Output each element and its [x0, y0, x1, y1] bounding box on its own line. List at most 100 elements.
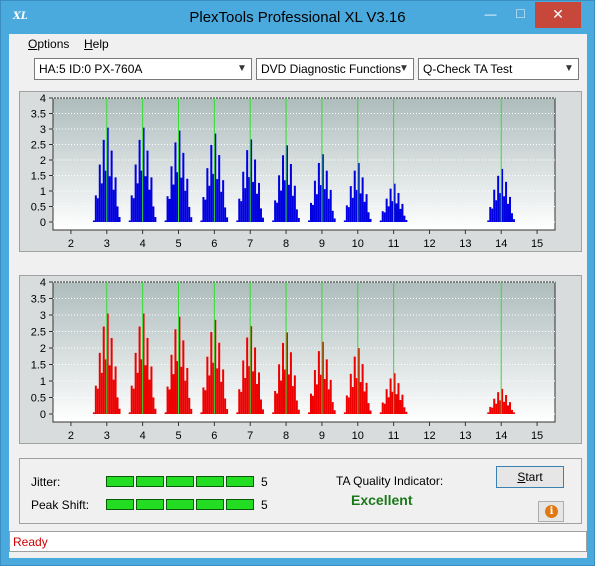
data-bar: [401, 394, 404, 414]
function-select[interactable]: DVD Diagnostic Functions ▼: [256, 58, 414, 80]
data-bar: [512, 412, 515, 414]
test-select[interactable]: Q-Check TA Test ▼: [418, 58, 579, 80]
data-bar: [272, 412, 275, 414]
data-bar: [289, 352, 292, 414]
data-bar: [285, 145, 288, 222]
y-tick-label: 2: [40, 343, 46, 355]
data-bar: [248, 177, 251, 222]
data-bar: [224, 207, 227, 222]
data-bar: [214, 319, 217, 414]
data-bar: [487, 412, 490, 414]
data-bar: [118, 408, 121, 414]
data-bar: [170, 354, 173, 414]
y-tick-label: 3.5: [31, 294, 46, 306]
data-bar: [148, 379, 151, 414]
data-bar: [172, 374, 175, 414]
data-bar: [142, 127, 145, 222]
menu-options-mnemonic: O: [28, 37, 38, 51]
data-bar: [152, 206, 155, 222]
data-bar: [100, 372, 103, 414]
data-bar: [315, 384, 318, 414]
close-button[interactable]: ✕: [535, 2, 581, 28]
data-bar: [280, 380, 283, 414]
data-bar: [186, 178, 189, 222]
data-bar: [96, 198, 99, 222]
data-bar: [257, 372, 260, 414]
data-bar: [210, 144, 213, 222]
data-bar: [92, 412, 95, 414]
status-text: Ready: [13, 535, 48, 549]
data-bar: [112, 379, 115, 414]
data-bar: [357, 348, 360, 414]
x-tick-label: 3: [104, 430, 110, 442]
data-bar: [226, 217, 229, 222]
data-bar: [178, 316, 181, 414]
data-bar: [391, 391, 394, 414]
data-bar: [276, 202, 279, 222]
x-tick-label: 4: [140, 430, 146, 442]
data-bar: [200, 220, 203, 222]
data-bar: [168, 389, 171, 414]
data-bar: [369, 410, 372, 414]
data-bar: [321, 154, 324, 222]
data-bar: [242, 360, 245, 414]
data-bar: [329, 379, 332, 414]
data-bar: [184, 380, 187, 414]
data-bar: [256, 193, 259, 222]
x-tick-label: 6: [211, 430, 217, 442]
x-tick-label: 3: [104, 238, 110, 250]
jitter-chart-svg: 0 0.5 1 1.5 2 2.5 3 3.5 4 2 3 4 5 6 7 8 9 10 11 12 13 14 15: [31, 93, 556, 250]
start-button[interactable]: Start: [496, 466, 564, 488]
data-bar: [152, 397, 155, 414]
data-bar: [283, 369, 286, 414]
data-bar: [367, 403, 370, 414]
data-bar: [345, 395, 348, 414]
x-tick-label: 15: [531, 430, 543, 442]
data-bar: [94, 195, 97, 222]
peak-shift-chart-svg: 0 0.5 1 1.5 2 2.5 3 3.5 4 2 3 4 5 6 7 8 9 10 11 12 13 14 15: [31, 277, 556, 442]
peak-shift-label: Peak Shift:: [31, 498, 90, 512]
menu-options[interactable]: Options: [28, 37, 69, 51]
data-bar: [132, 388, 135, 414]
data-bar: [138, 326, 141, 414]
title-bar[interactable]: XL PlexTools Professional XL V3.16 — ☐ ✕: [1, 1, 594, 34]
maximize-button[interactable]: ☐: [515, 7, 526, 21]
data-bar: [184, 190, 187, 222]
minimize-button[interactable]: —: [484, 7, 497, 21]
data-bar: [148, 189, 151, 222]
meter-segment: [196, 476, 224, 487]
data-bar: [238, 389, 241, 414]
data-bar: [164, 412, 167, 414]
data-bar: [343, 220, 346, 222]
data-bar: [216, 179, 219, 222]
jitter-label: Jitter:: [31, 475, 61, 489]
menu-help[interactable]: Help: [84, 37, 109, 51]
plot-area: [52, 281, 556, 423]
data-bar: [489, 406, 492, 414]
start-mnemonic: S: [517, 470, 526, 484]
data-bar: [345, 205, 348, 222]
data-bar: [106, 313, 109, 414]
status-bar: Ready: [9, 531, 587, 552]
data-bar: [365, 194, 368, 222]
data-bar: [206, 356, 209, 414]
data-bar: [208, 185, 211, 222]
data-bar: [325, 359, 328, 414]
data-bar: [250, 139, 253, 222]
data-bar: [114, 177, 117, 222]
data-bar: [367, 212, 370, 222]
drive-select[interactable]: HA:5 ID:0 PX-760A ▼: [34, 58, 252, 80]
data-bar: [212, 362, 215, 414]
data-bar: [144, 176, 147, 222]
data-bar: [218, 155, 221, 222]
data-bar: [387, 206, 390, 222]
info-button[interactable]: i: [538, 501, 564, 522]
data-bar: [259, 208, 262, 222]
data-bar: [130, 195, 133, 222]
data-bar: [395, 394, 398, 414]
x-tick-label: 5: [175, 430, 181, 442]
peak-shift-chart: 0 0.5 1 1.5 2 2.5 3 3.5 4 2 3 4 5 6 7 8 9 10 11 12 13 14 15: [19, 275, 582, 444]
data-bar: [381, 402, 384, 414]
data-bar: [238, 198, 241, 222]
data-bar: [206, 168, 209, 222]
